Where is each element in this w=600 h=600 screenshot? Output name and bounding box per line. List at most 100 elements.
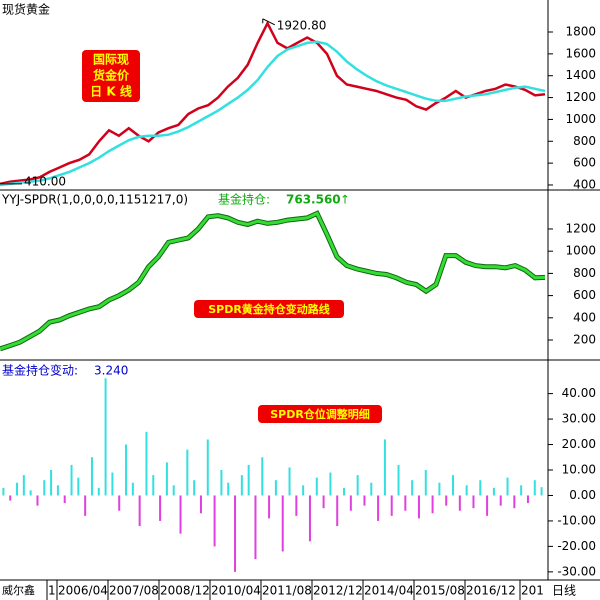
bar: [29, 490, 32, 496]
bar: [295, 495, 298, 516]
line: [0, 211, 546, 351]
x-tick-label: 2011/08: [262, 584, 312, 598]
y-tick-label: 200: [573, 333, 596, 347]
bar: [70, 464, 73, 496]
y-tick-label: -30.00: [557, 564, 596, 578]
bar: [138, 495, 141, 527]
bar: [97, 487, 100, 496]
bar: [36, 495, 39, 506]
y-tick-label: 10.00: [562, 463, 596, 477]
source-label: 威尔鑫: [2, 583, 35, 597]
label-box: [82, 50, 140, 102]
y-tick-label: 400: [573, 177, 596, 191]
bar: [322, 495, 325, 509]
bar: [390, 495, 393, 516]
bar: [513, 495, 516, 509]
bar: [131, 482, 134, 496]
bar: [397, 464, 400, 496]
box-label: 货金价: [93, 68, 130, 83]
y-tick-label: 1200: [565, 90, 596, 104]
box-label: 国际现: [93, 53, 129, 67]
bar: [261, 457, 264, 496]
bar: [315, 477, 318, 496]
bar: [247, 464, 250, 496]
panel-title: 现货黄金: [2, 2, 50, 17]
bar: [438, 482, 441, 496]
bar: [492, 487, 495, 496]
bar: [22, 475, 25, 496]
bar: [193, 480, 196, 496]
bar: [377, 495, 380, 521]
y-tick-label: 600: [573, 288, 596, 302]
x-axis-unit: 日线: [552, 584, 576, 598]
y-tick-label: 1200: [565, 221, 596, 235]
y-tick-label: 20.00: [562, 437, 596, 451]
y-tick-label: -20.00: [557, 539, 596, 553]
bar: [336, 495, 339, 527]
bar: [540, 487, 543, 496]
line: [0, 40, 546, 187]
bar: [118, 495, 121, 511]
box-label: SPDR黄金持仓变动路线: [208, 302, 330, 316]
bar: [254, 495, 257, 560]
bar: [77, 477, 80, 496]
y-tick-label: 1000: [565, 112, 596, 126]
bar: [349, 495, 352, 511]
current-value: 763.560: [286, 193, 341, 207]
bar: [533, 480, 536, 496]
bar: [343, 487, 346, 496]
bar: [43, 480, 46, 496]
y-tick-label: 600: [573, 156, 596, 170]
panel-title: 基金持仓变动:: [2, 363, 78, 378]
x-tick-label: 2010/04: [211, 584, 261, 598]
bar: [479, 480, 482, 496]
bar: [234, 495, 237, 572]
bar: [199, 495, 202, 514]
bar: [179, 495, 182, 534]
bar: [84, 495, 87, 516]
y-tick-label: 1800: [565, 25, 596, 39]
bar: [431, 495, 434, 514]
bar: [404, 495, 407, 511]
y-tick-label: 0.00: [569, 488, 596, 502]
bar: [308, 495, 311, 542]
bar: [302, 485, 305, 496]
bar: [274, 480, 277, 496]
label-box: [258, 405, 382, 423]
bar: [186, 449, 189, 496]
y-tick-label: 30.00: [562, 412, 596, 426]
bar: [165, 462, 168, 496]
panel-title: YYJ-SPDR(1,0,0,0,0,1151217,0): [1, 193, 188, 207]
box-label: 日 K 线: [90, 84, 132, 99]
bar: [506, 477, 509, 496]
bar: [111, 472, 114, 496]
bar: [472, 495, 475, 509]
x-tick-label: 2006/04: [58, 584, 108, 598]
bar: [50, 470, 53, 496]
bar: [9, 495, 12, 501]
bar: [220, 470, 223, 496]
bar: [152, 475, 155, 496]
bar: [411, 480, 414, 496]
arrow: ↑: [340, 193, 350, 207]
bar: [268, 495, 271, 519]
x-tick-label: 2015/08: [415, 584, 465, 598]
bar: [486, 495, 489, 516]
y-tick-label: 1600: [565, 46, 596, 60]
bar: [520, 485, 523, 496]
current-value: 3.240: [94, 364, 128, 378]
bar: [458, 495, 461, 511]
bar: [383, 439, 386, 496]
line: [0, 20, 546, 186]
y-tick-label: 400: [573, 310, 596, 324]
x-tick-label: 1: [48, 584, 56, 598]
label-box: [194, 300, 344, 318]
bar: [2, 487, 5, 496]
x-tick-label: 2007/08: [109, 584, 159, 598]
bar: [424, 470, 427, 496]
bar: [499, 495, 502, 506]
bar: [363, 495, 366, 506]
bar: [329, 472, 332, 496]
y-tick-label: 40.00: [562, 386, 596, 400]
